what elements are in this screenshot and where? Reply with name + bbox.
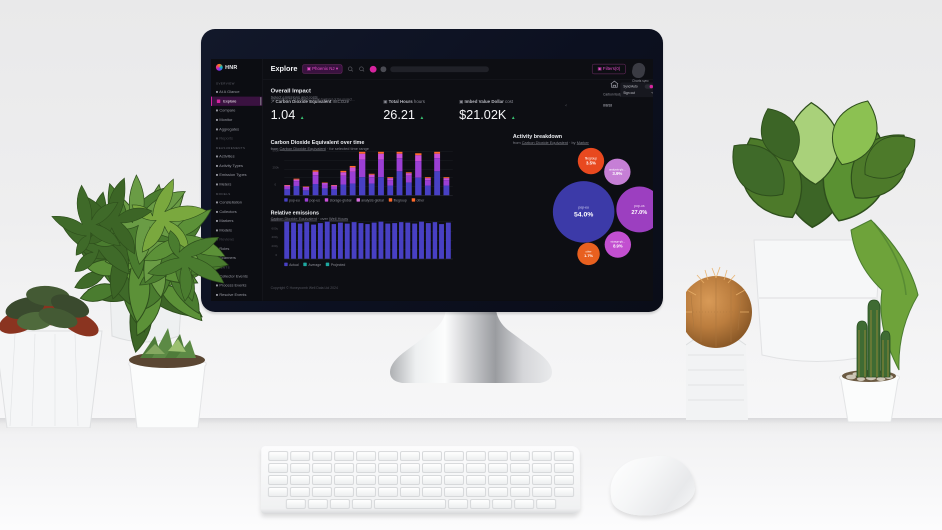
- svg-text:pop-eu: pop-eu: [578, 205, 589, 209]
- svg-text:3.5%: 3.5%: [586, 160, 596, 165]
- svg-text:8.9%: 8.9%: [613, 244, 623, 249]
- svg-text:3.9%: 3.9%: [612, 171, 622, 176]
- svg-text:1.7%: 1.7%: [584, 253, 593, 258]
- svg-text:27.0%: 27.0%: [631, 210, 647, 216]
- svg-text:pop-us: pop-us: [634, 204, 645, 208]
- svg-text:54.0%: 54.0%: [574, 212, 593, 219]
